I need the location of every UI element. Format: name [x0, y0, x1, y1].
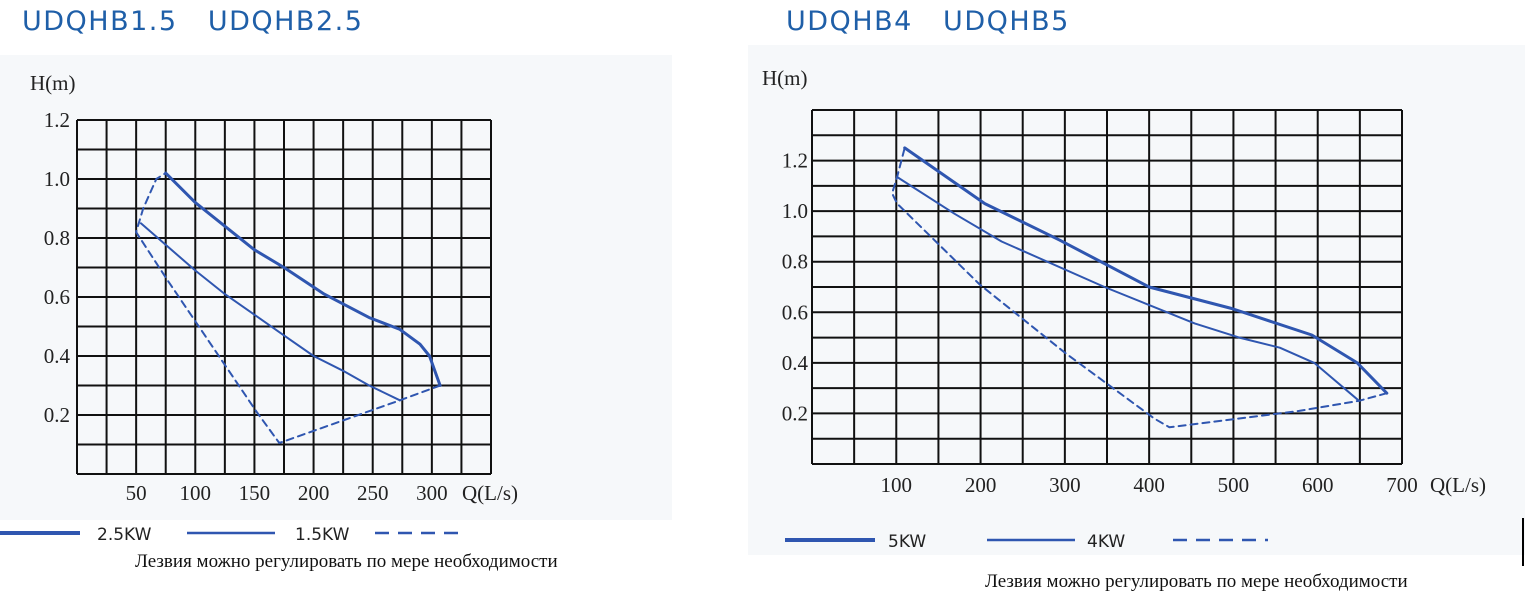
y-tick-label: 0.6	[44, 285, 70, 309]
x-tick-label: 100	[881, 473, 913, 497]
y-tick-label: 0.8	[782, 250, 808, 274]
right-caption: Лезвия можно регулировать по мере необхо…	[985, 571, 1408, 592]
left-chart-title: UDQHB1.5 UDQHB2.5	[22, 6, 364, 37]
edge-divider	[1522, 518, 1524, 566]
series-line-4kw	[896, 176, 1360, 402]
y-tick-label: 1.0	[782, 199, 808, 223]
legend: 5KW 4KW	[785, 532, 1268, 552]
x-tick-label: 300	[1049, 473, 1081, 497]
x-tick-label: 250	[357, 481, 389, 505]
y-tick-label: 0.6	[782, 300, 808, 324]
left-panel-background	[0, 55, 672, 520]
x-tick-label: 50	[126, 481, 147, 505]
y-axis-label: H(m)	[762, 66, 808, 90]
x-tick-label: 700	[1386, 473, 1418, 497]
series-line-5kw	[903, 146, 1389, 395]
x-tick-label: 500	[1218, 473, 1250, 497]
y-tick-label: 0.2	[44, 403, 70, 427]
legend-label: 5KW	[888, 532, 926, 552]
legend-label: 1.5KW	[295, 525, 350, 545]
x-tick-label: 100	[180, 481, 212, 505]
y-tick-label: 1.2	[782, 149, 808, 173]
x-axis-label: Q(L/s)	[462, 481, 518, 505]
y-tick-label: 0.2	[782, 401, 808, 425]
y-axis-label: H(m)	[30, 71, 76, 95]
x-tick-label: 200	[298, 481, 330, 505]
x-axis-label: Q(L/s)	[1430, 473, 1486, 497]
series-line-2.5kw	[164, 171, 442, 387]
x-tick-label: 300	[416, 481, 448, 505]
series-line-1.5kw	[139, 222, 401, 402]
y-tick-label: 1.2	[44, 108, 70, 132]
chart-1: 50 100 150 200 250 300 0.2 0.4 0.6 0.8 1.0 1.2 H(m) Q…	[0, 71, 518, 545]
y-tick-label: 0.4	[44, 344, 71, 368]
chart-2: 100 200 300 400 500 600 700 0.2 0.4 0.6 0.8 1.0 1.2 H…	[762, 66, 1486, 552]
series-line-limit-dashed	[891, 146, 1388, 429]
series-line-limit-dashed	[135, 172, 442, 444]
legend-label: 4KW	[1087, 532, 1125, 552]
right-chart-title: UDQHB4 UDQHB5	[786, 6, 1070, 37]
legend: 2.5KW 1.5KW	[0, 525, 466, 545]
left-caption: Лезвия можно регулировать по мере необхо…	[135, 551, 558, 572]
y-tick-label: 1.0	[44, 167, 70, 191]
x-tick-label: 150	[239, 481, 271, 505]
y-tick-label: 0.4	[782, 351, 809, 375]
x-tick-label: 400	[1133, 473, 1165, 497]
x-tick-label: 600	[1302, 473, 1334, 497]
legend-label: 2.5KW	[97, 525, 152, 545]
x-tick-label: 200	[965, 473, 997, 497]
y-tick-label: 0.8	[44, 226, 70, 250]
